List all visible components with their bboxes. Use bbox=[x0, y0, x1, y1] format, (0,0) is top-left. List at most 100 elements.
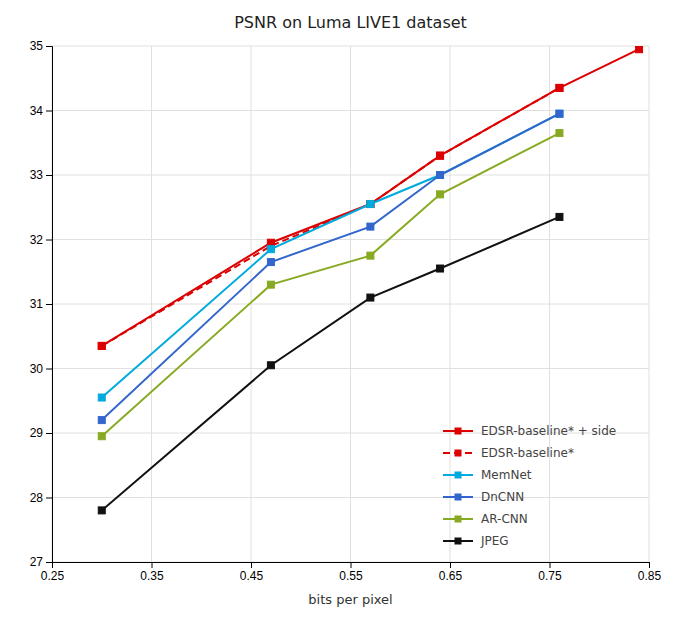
series-marker bbox=[267, 281, 274, 288]
series-marker bbox=[98, 342, 105, 349]
series bbox=[98, 46, 642, 349]
y-tick-label: 28 bbox=[30, 491, 44, 505]
legend-item: DnCNN bbox=[443, 490, 524, 504]
chart-svg: 0.25 0.35 0.45 0.55 0.65 0.75 0.85 27 28 29 30 31 32… bbox=[0, 0, 673, 618]
series-marker bbox=[98, 507, 105, 514]
series-marker bbox=[367, 223, 374, 230]
x-tick-label: 0.25 bbox=[41, 569, 65, 583]
x-tick-label: 0.75 bbox=[538, 569, 562, 583]
series bbox=[98, 213, 563, 513]
series-marker bbox=[636, 46, 643, 53]
series-marker bbox=[267, 362, 274, 369]
y-tick-label: 32 bbox=[30, 233, 44, 247]
x-tick: 0.75 bbox=[538, 562, 562, 583]
series-marker bbox=[437, 172, 444, 179]
grid-line-y bbox=[52, 46, 649, 47]
x-tick: 0.85 bbox=[638, 562, 662, 583]
series-marker bbox=[98, 342, 105, 349]
y-tick-mark bbox=[46, 175, 52, 176]
series-marker bbox=[437, 172, 444, 179]
y-tick-mark bbox=[46, 111, 52, 112]
series bbox=[98, 130, 563, 440]
y-axis: 27 28 29 30 31 32 33 34 35 bbox=[30, 39, 53, 569]
y-tick-mark bbox=[46, 433, 52, 434]
x-tick-mark bbox=[152, 562, 153, 568]
y-tick-label: 27 bbox=[30, 555, 44, 569]
series-marker bbox=[437, 265, 444, 272]
x-axis: 0.25 0.35 0.45 0.55 0.65 0.75 0.85 bbox=[41, 562, 662, 583]
x-axis-line bbox=[53, 563, 650, 569]
series bbox=[98, 84, 563, 349]
x-axis-title: bits per pixel bbox=[308, 592, 392, 607]
legend-label: MemNet bbox=[481, 468, 532, 482]
series-marker bbox=[437, 191, 444, 198]
y-tick: 33 bbox=[30, 168, 52, 182]
y-tick-label: 30 bbox=[30, 362, 44, 376]
y-tick-label: 33 bbox=[30, 168, 44, 182]
legend-label: DnCNN bbox=[481, 490, 524, 504]
series-marker bbox=[556, 84, 563, 91]
x-tick-mark bbox=[251, 562, 252, 568]
y-tick-mark bbox=[46, 562, 52, 563]
x-tick: 0.25 bbox=[41, 562, 65, 583]
y-tick-label: 35 bbox=[30, 39, 44, 53]
x-tick-label: 0.35 bbox=[140, 569, 164, 583]
x-tick: 0.65 bbox=[439, 562, 463, 583]
series-marker bbox=[367, 201, 374, 208]
grid-line-y bbox=[52, 497, 649, 498]
series-marker bbox=[367, 294, 374, 301]
x-tick-label: 0.55 bbox=[339, 569, 363, 583]
series-marker bbox=[367, 252, 374, 259]
y-tick-label: 31 bbox=[30, 297, 44, 311]
series-marker bbox=[98, 394, 105, 401]
y-axis-line bbox=[46, 47, 53, 563]
series-line bbox=[102, 88, 560, 346]
legend-marker bbox=[455, 428, 462, 435]
legend-marker bbox=[455, 450, 462, 457]
legend-label: JPEG bbox=[480, 534, 509, 548]
series-marker bbox=[98, 417, 105, 424]
legend-item: MemNet bbox=[443, 468, 532, 482]
title: PSNR on Luma LIVE1 dataset bbox=[234, 13, 467, 32]
chart-container: 0.25 0.35 0.45 0.55 0.65 0.75 0.85 27 28 29 30 31 32… bbox=[0, 0, 673, 618]
grid-line-y bbox=[52, 175, 649, 176]
series-marker bbox=[98, 433, 105, 440]
legend: EDSR-baseline* + sideEDSR-baseline*MemNe… bbox=[443, 424, 616, 548]
series-marker bbox=[437, 152, 444, 159]
series-marker bbox=[367, 201, 374, 208]
legend-item: AR-CNN bbox=[443, 512, 528, 526]
series-line bbox=[102, 217, 560, 510]
series-line bbox=[102, 133, 560, 436]
grid-line-y bbox=[52, 239, 649, 240]
legend-marker bbox=[455, 538, 462, 545]
x-tick-label: 0.65 bbox=[439, 569, 463, 583]
x-tick-label: 0.45 bbox=[240, 569, 264, 583]
series-marker bbox=[556, 213, 563, 220]
y-tick: 35 bbox=[30, 39, 52, 53]
y-tick: 28 bbox=[30, 491, 52, 505]
series-marker bbox=[556, 110, 563, 117]
y-tick: 34 bbox=[30, 104, 52, 118]
series-marker bbox=[267, 259, 274, 266]
grid-line-y bbox=[52, 304, 649, 305]
series-marker bbox=[556, 130, 563, 137]
y-tick-label: 29 bbox=[30, 426, 44, 440]
legend-label: AR-CNN bbox=[481, 512, 528, 526]
legend-label: EDSR-baseline* + side bbox=[481, 424, 616, 438]
y-tick-mark bbox=[46, 46, 52, 47]
y-tick-mark bbox=[46, 304, 52, 305]
legend-marker bbox=[455, 516, 462, 523]
series-group bbox=[98, 46, 642, 514]
series-marker bbox=[556, 84, 563, 91]
series-line bbox=[102, 49, 639, 346]
series-marker bbox=[367, 201, 374, 208]
x-tick-mark bbox=[351, 562, 352, 568]
legend-item: JPEG bbox=[443, 534, 509, 548]
x-tick-label: 0.85 bbox=[638, 569, 662, 583]
grid-line-y bbox=[52, 368, 649, 369]
x-tick: 0.35 bbox=[140, 562, 164, 583]
legend-item: EDSR-baseline* + side bbox=[443, 424, 616, 438]
y-tick-mark bbox=[46, 240, 52, 241]
plot: 0.25 0.35 0.45 0.55 0.65 0.75 0.85 27 28 29 30 31 32… bbox=[30, 39, 662, 582]
y-tick: 31 bbox=[30, 297, 52, 311]
